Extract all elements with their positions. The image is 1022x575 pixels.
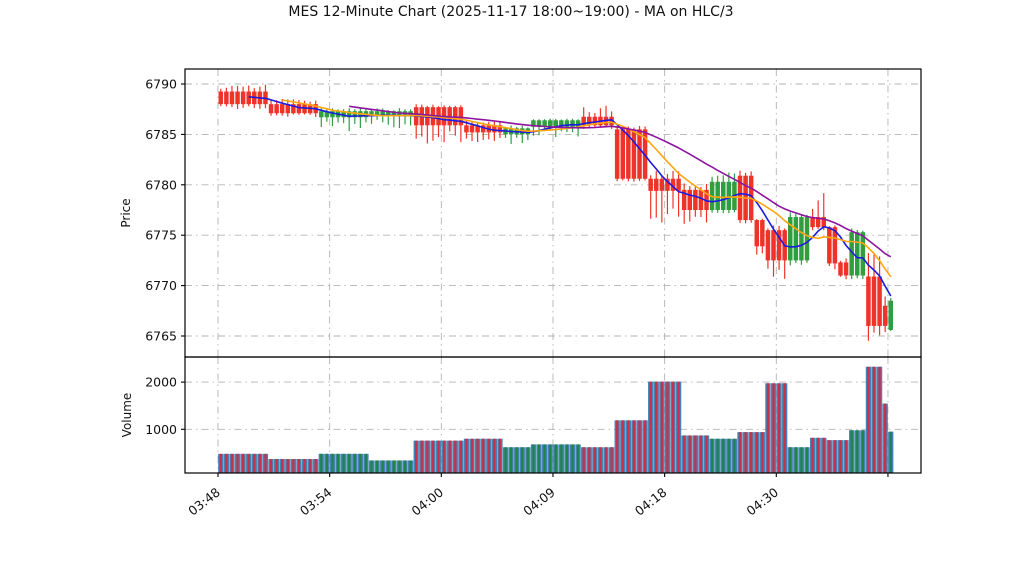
svg-text:6785: 6785 [145,127,177,142]
svg-text:2000: 2000 [145,375,177,390]
svg-text:6770: 6770 [145,278,177,293]
svg-text:6775: 6775 [145,228,177,243]
gridlines [185,69,921,473]
ma-line-24 [349,105,892,258]
candles [218,84,893,341]
ma-line-12 [282,99,892,278]
svg-text:04:00: 04:00 [409,485,447,519]
svg-text:1000: 1000 [145,422,177,437]
ma-line-6 [248,96,892,297]
svg-text:04:09: 04:09 [520,485,558,519]
svg-text:04:18: 04:18 [632,485,670,519]
svg-text:6765: 6765 [145,329,177,344]
svg-text:03:54: 03:54 [297,485,335,519]
volume-bars [218,366,894,473]
svg-text:6780: 6780 [145,177,177,192]
tick-marks [181,83,889,477]
svg-text:03:48: 03:48 [185,485,223,519]
svg-text:04:30: 04:30 [744,485,782,519]
chart-title: MES 12-Minute Chart (2025-11-17 18:00~19… [288,4,734,20]
svg-text:6790: 6790 [145,77,177,92]
